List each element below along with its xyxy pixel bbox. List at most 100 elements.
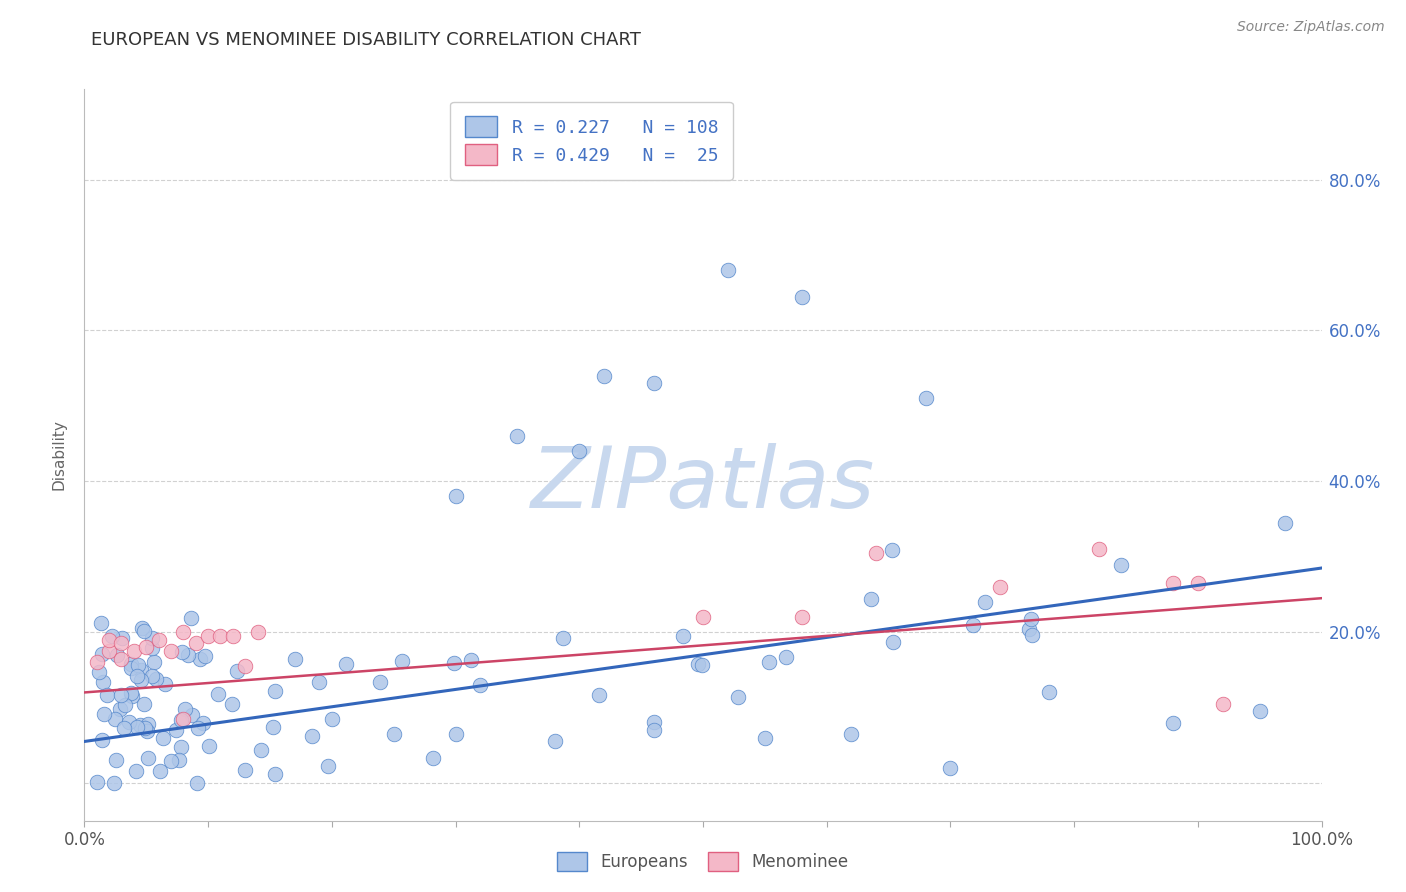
Point — [860, 591, 883, 606]
Point — [127, 657, 149, 672]
Point — [141, 631, 163, 645]
Point — [153, 676, 176, 690]
Point — [727, 690, 749, 704]
Point — [249, 743, 271, 757]
Point — [188, 652, 211, 666]
Point — [643, 723, 665, 738]
Point — [553, 631, 575, 645]
Point — [134, 624, 156, 638]
Point — [1161, 715, 1184, 730]
Point — [122, 644, 145, 658]
Point — [1212, 697, 1234, 711]
Point — [152, 731, 174, 745]
Point — [1274, 516, 1296, 530]
Point — [1088, 542, 1111, 557]
Point — [135, 640, 157, 655]
Point — [593, 368, 616, 383]
Point — [180, 611, 202, 625]
Point — [105, 648, 128, 663]
Point — [170, 645, 193, 659]
Point — [973, 595, 995, 609]
Point — [170, 713, 193, 727]
Point — [184, 636, 207, 650]
Point — [103, 776, 125, 790]
Point — [841, 727, 863, 741]
Point — [90, 615, 112, 630]
Point — [118, 714, 141, 729]
Point — [301, 729, 323, 743]
Point — [382, 727, 405, 741]
Point — [1187, 576, 1209, 591]
Point — [91, 733, 114, 747]
Point — [264, 683, 287, 698]
Point — [1111, 558, 1133, 573]
Point — [131, 621, 153, 635]
Point — [160, 644, 183, 658]
Point — [172, 712, 194, 726]
Point — [86, 655, 108, 669]
Point — [321, 712, 343, 726]
Point — [865, 546, 887, 560]
Point — [316, 759, 339, 773]
Point — [568, 444, 591, 458]
Point — [225, 664, 247, 678]
Point — [120, 686, 142, 700]
Point — [1038, 685, 1060, 699]
Point — [141, 641, 163, 656]
Point — [643, 715, 665, 730]
Point — [882, 634, 904, 648]
Point — [939, 761, 962, 775]
Point — [468, 678, 491, 692]
Point — [233, 659, 256, 673]
Point — [91, 674, 114, 689]
Point — [125, 669, 148, 683]
Point — [108, 702, 131, 716]
Point — [1161, 576, 1184, 591]
Point — [758, 655, 780, 669]
Point — [391, 654, 413, 668]
Point — [131, 664, 153, 678]
Point — [308, 674, 330, 689]
Point — [284, 652, 307, 666]
Point — [96, 688, 118, 702]
Point — [209, 629, 232, 643]
Point — [1249, 704, 1271, 718]
Point — [145, 672, 167, 686]
Point — [90, 648, 112, 662]
Point — [790, 289, 813, 303]
Point — [1021, 628, 1043, 642]
Point — [177, 648, 200, 663]
Point — [880, 542, 903, 557]
Point — [221, 697, 243, 711]
Point — [174, 702, 197, 716]
Point — [100, 629, 122, 643]
Point — [686, 657, 709, 672]
Point — [988, 580, 1011, 594]
Point — [135, 724, 157, 739]
Point — [121, 689, 143, 703]
Point — [197, 629, 219, 643]
Point — [717, 263, 740, 277]
Point — [1019, 612, 1042, 626]
Point — [422, 751, 444, 765]
Point — [160, 754, 183, 768]
Point — [134, 722, 156, 736]
Point — [335, 657, 357, 671]
Point — [170, 740, 193, 755]
Point — [128, 718, 150, 732]
Point — [643, 376, 665, 391]
Point — [672, 629, 695, 643]
Point — [136, 717, 159, 731]
Point — [444, 727, 467, 741]
Point — [444, 489, 467, 503]
Point — [262, 720, 284, 734]
Point — [149, 764, 172, 779]
Point — [194, 648, 217, 663]
Point — [120, 657, 142, 671]
Point — [127, 720, 149, 734]
Point — [368, 674, 391, 689]
Point — [110, 636, 132, 650]
Point — [114, 698, 136, 713]
Point — [775, 650, 797, 665]
Point — [103, 712, 125, 726]
